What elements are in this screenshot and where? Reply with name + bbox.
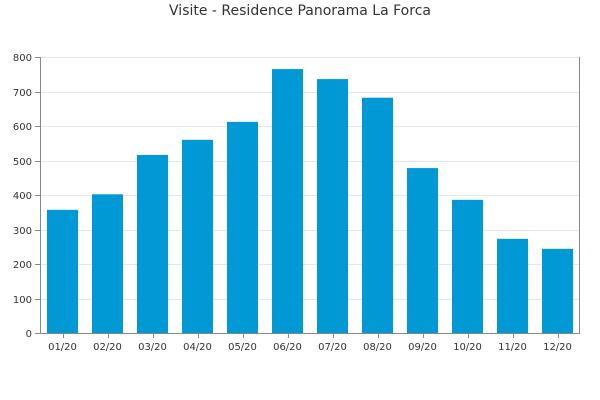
x-tick-label: 05/20 <box>228 342 257 353</box>
chart-title: Visite - Residence Panorama La Forca <box>169 3 431 19</box>
bar[interactable] <box>361 97 394 334</box>
grid-lines <box>40 57 580 300</box>
axes <box>35 57 580 338</box>
y-tick-label: 400 <box>13 191 32 202</box>
y-tick-label: 300 <box>13 226 32 237</box>
bar[interactable] <box>226 121 259 333</box>
x-tick-label: 01/20 <box>48 342 77 353</box>
x-tick-label: 10/20 <box>453 342 482 353</box>
y-tick-label: 0 <box>26 329 32 340</box>
bar[interactable] <box>451 199 484 333</box>
x-tick-label: 04/20 <box>183 342 212 353</box>
y-tick-labels: 0 100 200 300 400 500 600 700 800 <box>13 53 32 340</box>
bar[interactable] <box>136 154 169 333</box>
x-tick-label: 06/20 <box>273 342 302 353</box>
bar[interactable] <box>271 69 304 333</box>
y-tick-label: 600 <box>13 122 32 133</box>
x-tick-label: 07/20 <box>318 342 347 353</box>
y-tick-label: 200 <box>13 260 32 271</box>
x-tick-labels: 01/20 02/20 03/20 04/20 05/20 06/20 07/20 08/20… <box>48 342 572 353</box>
bar[interactable] <box>406 168 439 333</box>
bar[interactable] <box>496 238 529 333</box>
x-tick-label: 03/20 <box>138 342 167 353</box>
x-tick-label: 11/20 <box>498 342 527 353</box>
bars <box>46 69 574 334</box>
x-tick-label: 08/20 <box>363 342 392 353</box>
bar[interactable] <box>46 209 79 333</box>
bar[interactable] <box>316 79 349 333</box>
y-tick-label: 800 <box>13 53 32 64</box>
y-tick-label: 500 <box>13 157 32 168</box>
x-tick-label: 12/20 <box>543 342 572 353</box>
bar[interactable] <box>91 194 124 333</box>
x-tick-label: 02/20 <box>93 342 122 353</box>
x-tick-label: 09/20 <box>408 342 437 353</box>
bar[interactable] <box>541 248 574 333</box>
y-tick-label: 700 <box>13 88 32 99</box>
bar[interactable] <box>181 139 214 333</box>
y-tick-label: 100 <box>13 295 32 306</box>
